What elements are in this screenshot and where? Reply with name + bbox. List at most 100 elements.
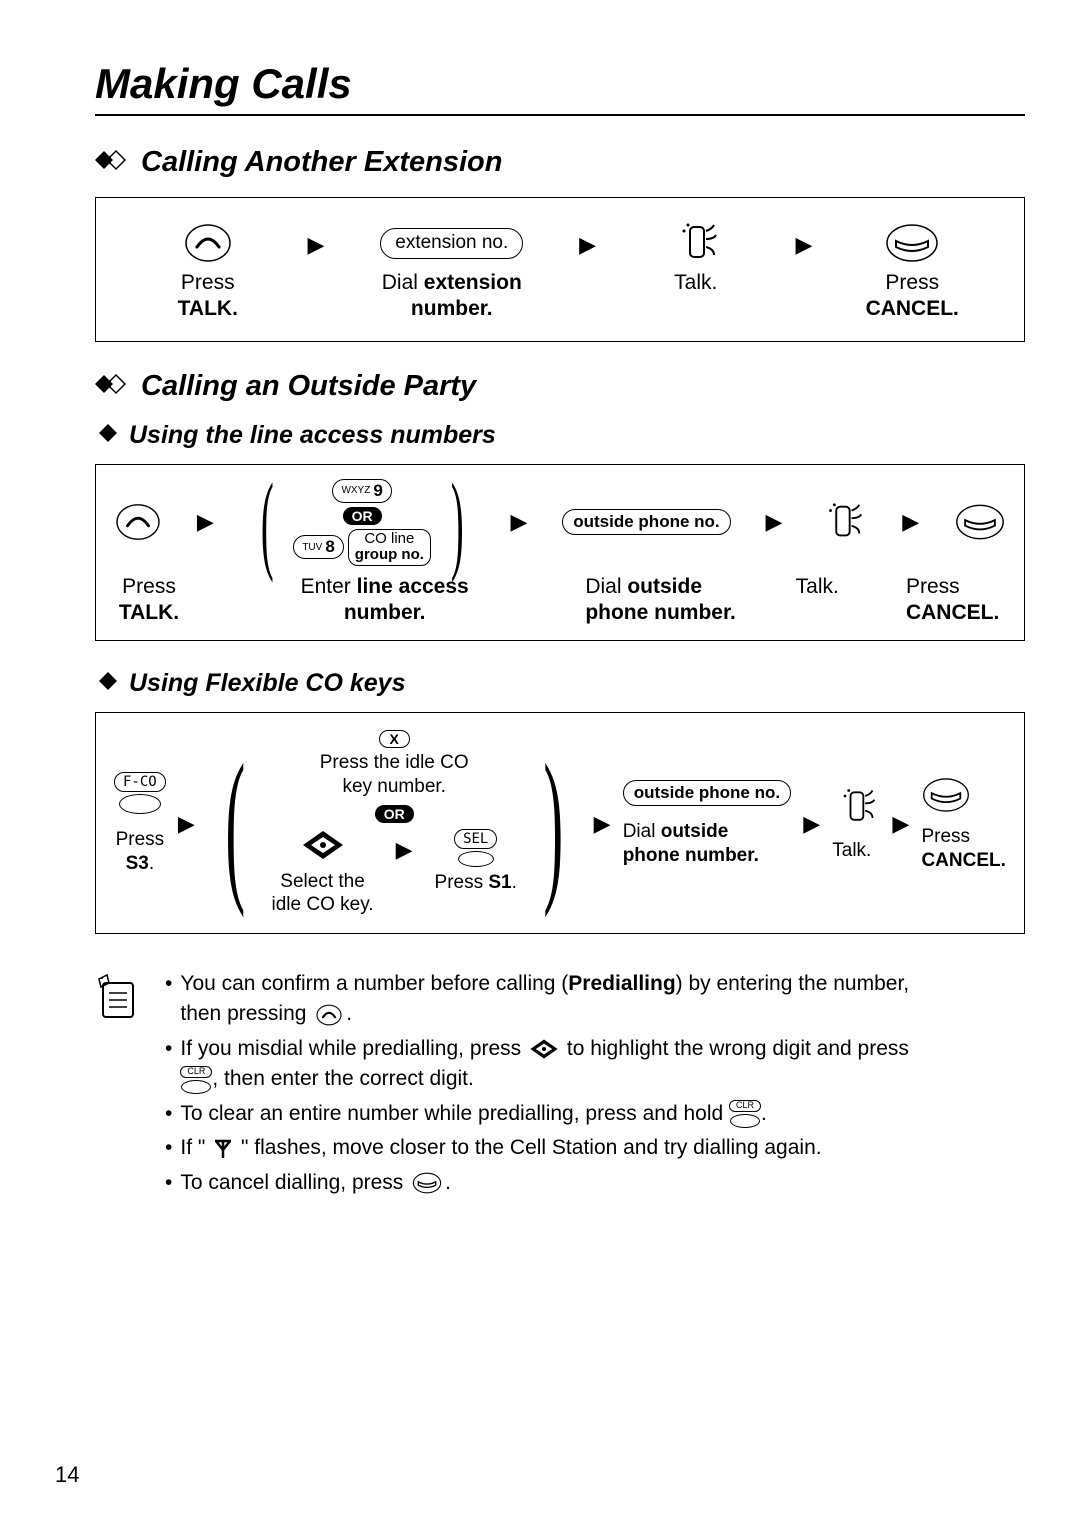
clr-key-icon: CLR [729,1100,761,1128]
notepad-icon [95,969,145,1202]
s3-sel-b: idle CO key. [272,894,374,915]
arrow-icon: ▶ [170,811,203,837]
section1-title: Calling Another Extension [141,146,502,179]
nav-key-icon [529,1038,559,1060]
sub2-header: Using Flexible CO keys [97,669,1025,698]
s1-cap1a: Press [181,271,235,294]
phone-talking-icon [832,785,880,829]
clr-label: CLR [180,1066,212,1078]
s3-press: Press [116,829,165,850]
oval-button-icon [119,794,161,814]
s2-cap2c: number. [344,601,426,624]
s3-talk: Talk. [832,840,871,861]
outside-phone-pill: outside phone no. [623,780,791,806]
s3-cancel: CANCEL. [921,850,1005,871]
s3-s3: S3 [126,853,149,874]
talk-handset-icon [114,501,162,543]
arrow-icon: ▶ [758,509,791,535]
n2a: If you misdial while predialling, press [180,1037,527,1060]
talk-handset-icon [183,221,233,265]
s2-cap1b: TALK. [119,601,179,624]
s2-cap3b: outside [627,575,702,598]
arrow-icon: ▶ [388,829,421,863]
clr-label2: CLR [729,1100,761,1112]
s3-ps1b: S1 [488,872,511,893]
n1c: ) by entering the number, [676,972,909,995]
phone-talking-icon [670,219,722,267]
s1-cap4b: CANCEL. [866,297,959,320]
s1-cap3: Talk. [674,271,717,294]
outside-phone-pill: outside phone no. [562,509,730,535]
s2-cap1a: Press [122,575,176,598]
arrow-icon: ▶ [502,509,535,535]
arrow-icon: ▶ [795,811,828,837]
bracket-group-large: ( X Press the idle CO key number. OR [207,731,582,917]
sub1-title: Using the line access numbers [129,421,496,450]
notes-block: • You can confirm a number before callin… [95,969,1025,1202]
note-1: • You can confirm a number before callin… [165,969,909,1030]
s2-cap5b: CANCEL. [906,601,999,624]
talk-handset-icon [314,1003,344,1027]
s3-dial-c: phone number. [623,845,759,866]
note-3: • To clear an entire number while predia… [165,1099,909,1129]
co-line-pill: CO line group no. [348,529,431,566]
n3a: To clear an entire number while prediall… [180,1102,729,1125]
s2-cap3a: Dial [585,575,627,598]
tuv8-key: TUV 8 [293,535,343,559]
bracket-group: ( WXYZ 9 OR TUV 8 CO line gro [249,479,476,566]
section2-header: Calling an Outside Party [95,370,1025,403]
antenna-icon [213,1138,233,1160]
wxyz9-key: WXYZ 9 [332,479,391,503]
note-2: • If you misdial while predialling, pres… [165,1034,909,1095]
flow-box-2: ▶ ( WXYZ 9 OR TUV 8 C [95,464,1025,642]
s1-cap1b: TALK. [178,297,238,320]
arrow-icon: ▶ [884,811,917,837]
arrow-icon: ▶ [586,811,619,837]
arrow-icon: ▶ [894,509,927,535]
s1-cap2a: Dial [382,271,424,294]
or-pill: OR [375,805,414,823]
n5a: To cancel dialling, press [180,1171,409,1194]
oval-button-icon [458,851,494,867]
s3-sel-a: Select the [280,871,365,892]
section1-header: Calling Another Extension [95,146,1025,179]
flow-box-3: F-CO Press S3. ▶ ( X Press the idle CO k… [95,712,1025,934]
diamond-pair-icon [95,149,131,176]
cancel-handset-icon [954,501,1006,543]
sub2-title: Using Flexible CO keys [129,669,406,698]
extension-no-pill: extension no. [380,228,523,259]
s2-cap5a: Press [906,575,960,598]
s3-dial-a: Dial [623,821,661,842]
s2-cap3c: phone number. [585,601,736,624]
s1-cap2b: extension [424,271,522,294]
n1d: then pressing [180,1002,312,1025]
title-rule [95,114,1025,116]
s3-idle-b: key number. [342,776,446,797]
phone-talking-icon [817,499,867,545]
cancel-handset-icon [411,1171,443,1195]
flow-box-1: Press TALK. ▶ extension no. Dial extensi… [95,197,1025,342]
nav-key-icon [301,829,345,866]
s3-ps1a: Press [435,872,489,893]
s3-press2: Press [921,826,970,847]
diamond-pair-icon [95,373,131,400]
cancel-handset-icon [884,221,940,265]
n1e: . [346,1002,352,1025]
s1-cap2c: number. [411,297,493,320]
s3-dial-b: outside [661,821,729,842]
section2-title: Calling an Outside Party [141,370,476,403]
sel-pill: SEL [454,829,497,849]
note-5: • To cancel dialling, press . [165,1168,909,1198]
n1a: You can confirm a number before calling … [180,972,568,995]
n4b: " flashes, move closer to the Cell Stati… [241,1136,822,1159]
diamond-icon [97,422,119,449]
or-pill: OR [343,507,382,525]
diamond-icon [97,670,119,697]
page-title: Making Calls [95,60,1025,108]
sub1-header: Using the line access numbers [97,421,1025,450]
arrow-icon: ▶ [571,218,604,258]
clr-key-icon: CLR [180,1066,212,1094]
page-number: 14 [55,1462,1025,1488]
n5b: . [445,1171,451,1194]
fco-pill: F-CO [114,772,166,792]
